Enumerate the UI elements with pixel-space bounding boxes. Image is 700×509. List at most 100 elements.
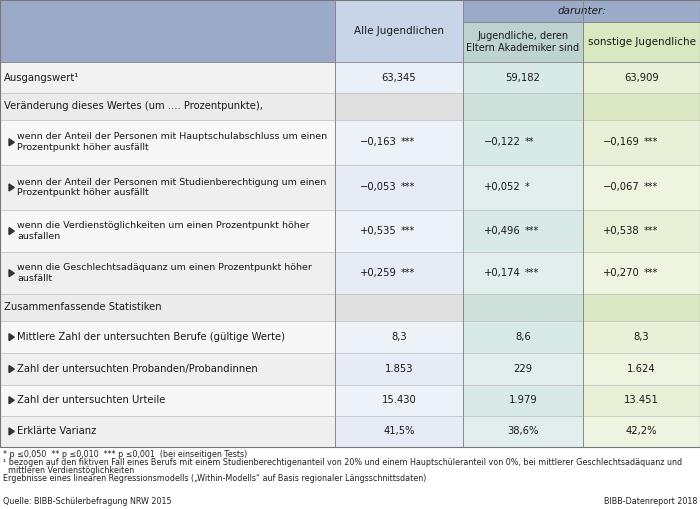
Bar: [583, 353, 700, 385]
Text: Erklärte Varianz: Erklärte Varianz: [17, 427, 97, 436]
Bar: [335, 321, 463, 353]
Text: **: **: [525, 137, 535, 147]
Text: Veränderung dieses Wertes (um .... Prozentpunkte),: Veränderung dieses Wertes (um .... Proze…: [4, 101, 263, 111]
Bar: [583, 93, 700, 120]
Bar: [335, 0, 463, 62]
Polygon shape: [9, 228, 14, 235]
Bar: [335, 416, 463, 447]
Text: −0,067: −0,067: [603, 182, 640, 192]
Bar: [583, 62, 700, 93]
Text: 63,345: 63,345: [382, 73, 416, 82]
Bar: [335, 294, 463, 321]
Bar: [0, 62, 335, 93]
Text: darunter:: darunter:: [557, 6, 606, 16]
Text: 229: 229: [513, 364, 533, 374]
Bar: [335, 252, 463, 294]
Bar: [0, 294, 335, 321]
Polygon shape: [9, 184, 14, 191]
Bar: [335, 93, 463, 120]
Text: *: *: [525, 182, 530, 192]
Bar: [463, 210, 583, 252]
Text: Zahl der untersuchten Urteile: Zahl der untersuchten Urteile: [17, 395, 165, 405]
Text: +0,259: +0,259: [360, 268, 397, 278]
Text: −0,053: −0,053: [360, 182, 397, 192]
Bar: [335, 62, 463, 93]
Text: ***: ***: [643, 182, 658, 192]
Bar: [463, 165, 583, 210]
Text: +0,538: +0,538: [603, 226, 640, 236]
Bar: [0, 0, 335, 62]
Text: 1.624: 1.624: [627, 364, 656, 374]
Bar: [583, 252, 700, 294]
Text: 59,182: 59,182: [505, 73, 540, 82]
Text: ***: ***: [401, 226, 415, 236]
Text: BIBB-Datenreport 2018: BIBB-Datenreport 2018: [603, 497, 697, 506]
Text: wenn die Geschlechtsadäquanz um einen Prozentpunkt höher
ausfällt: wenn die Geschlechtsadäquanz um einen Pr…: [17, 263, 312, 283]
Text: +0,174: +0,174: [484, 268, 521, 278]
Bar: [0, 321, 335, 353]
Text: 38,6%: 38,6%: [508, 427, 539, 436]
Bar: [463, 120, 583, 165]
Text: Quelle: BIBB-Schülerbefragung NRW 2015: Quelle: BIBB-Schülerbefragung NRW 2015: [3, 497, 172, 506]
Bar: [583, 416, 700, 447]
Text: 41,5%: 41,5%: [384, 427, 414, 436]
Bar: [583, 120, 700, 165]
Text: Jugendliche, deren
Eltern Akademiker sind: Jugendliche, deren Eltern Akademiker sin…: [466, 31, 580, 53]
Bar: [583, 165, 700, 210]
Polygon shape: [9, 365, 14, 373]
Text: −0,163: −0,163: [360, 137, 397, 147]
Text: −0,169: −0,169: [603, 137, 640, 147]
Bar: [335, 165, 463, 210]
Polygon shape: [9, 270, 14, 277]
Bar: [463, 62, 583, 93]
Bar: [463, 252, 583, 294]
Text: ***: ***: [643, 226, 658, 236]
Text: * p ≤0,050  ** p ≤0,010  *** p ≤0,001  (bei einseitigen Tests): * p ≤0,050 ** p ≤0,010 *** p ≤0,001 (bei…: [3, 450, 247, 459]
Bar: [463, 0, 700, 22]
Text: mittleren Verdienstöglichkeiten: mittleren Verdienstöglichkeiten: [3, 466, 134, 474]
Bar: [463, 22, 583, 62]
Text: +0,052: +0,052: [484, 182, 521, 192]
Bar: [0, 353, 335, 385]
Text: 15.430: 15.430: [382, 395, 416, 405]
Bar: [0, 93, 335, 120]
Text: Ergebnisse eines linearen Regressionsmodells („Within-Modells“ auf Basis regiona: Ergebnisse eines linearen Regressionsmod…: [3, 473, 426, 483]
Text: +0,270: +0,270: [603, 268, 640, 278]
Text: 8,6: 8,6: [515, 332, 531, 342]
Text: ***: ***: [401, 182, 415, 192]
Text: sonstige Jugendliche: sonstige Jugendliche: [587, 37, 696, 47]
Text: wenn der Anteil der Personen mit Hauptschulabschluss um einen
Prozentpunkt höher: wenn der Anteil der Personen mit Hauptsc…: [17, 132, 327, 152]
Text: 1.853: 1.853: [385, 364, 413, 374]
Bar: [335, 210, 463, 252]
Text: Mittlere Zahl der untersuchten Berufe (gültige Werte): Mittlere Zahl der untersuchten Berufe (g…: [17, 332, 285, 342]
Text: 8,3: 8,3: [634, 332, 650, 342]
Bar: [463, 353, 583, 385]
Text: 8,3: 8,3: [391, 332, 407, 342]
Text: ***: ***: [525, 226, 539, 236]
Text: 42,2%: 42,2%: [626, 427, 657, 436]
Bar: [463, 385, 583, 416]
Bar: [583, 210, 700, 252]
Text: Zahl der untersuchten Probanden/Probandinnen: Zahl der untersuchten Probanden/Probandi…: [17, 364, 258, 374]
Text: 1.979: 1.979: [509, 395, 538, 405]
Polygon shape: [9, 333, 14, 341]
Text: ***: ***: [401, 137, 415, 147]
Bar: [583, 385, 700, 416]
Bar: [0, 120, 335, 165]
Bar: [463, 93, 583, 120]
Bar: [0, 416, 335, 447]
Bar: [0, 385, 335, 416]
Text: Alle Jugendlichen: Alle Jugendlichen: [354, 26, 444, 36]
Text: ¹ bezogen auf den fiktiven Fall eines Berufs mit einem Studienberechtigenanteil : ¹ bezogen auf den fiktiven Fall eines Be…: [3, 458, 682, 467]
Text: 63,909: 63,909: [624, 73, 659, 82]
Bar: [583, 294, 700, 321]
Text: ***: ***: [401, 268, 415, 278]
Text: Ausgangswert¹: Ausgangswert¹: [4, 73, 79, 82]
Text: ***: ***: [643, 137, 658, 147]
Bar: [463, 294, 583, 321]
Bar: [335, 353, 463, 385]
Text: Zusammenfassende Statistiken: Zusammenfassende Statistiken: [4, 302, 162, 313]
Bar: [583, 321, 700, 353]
Bar: [0, 210, 335, 252]
Polygon shape: [9, 139, 14, 146]
